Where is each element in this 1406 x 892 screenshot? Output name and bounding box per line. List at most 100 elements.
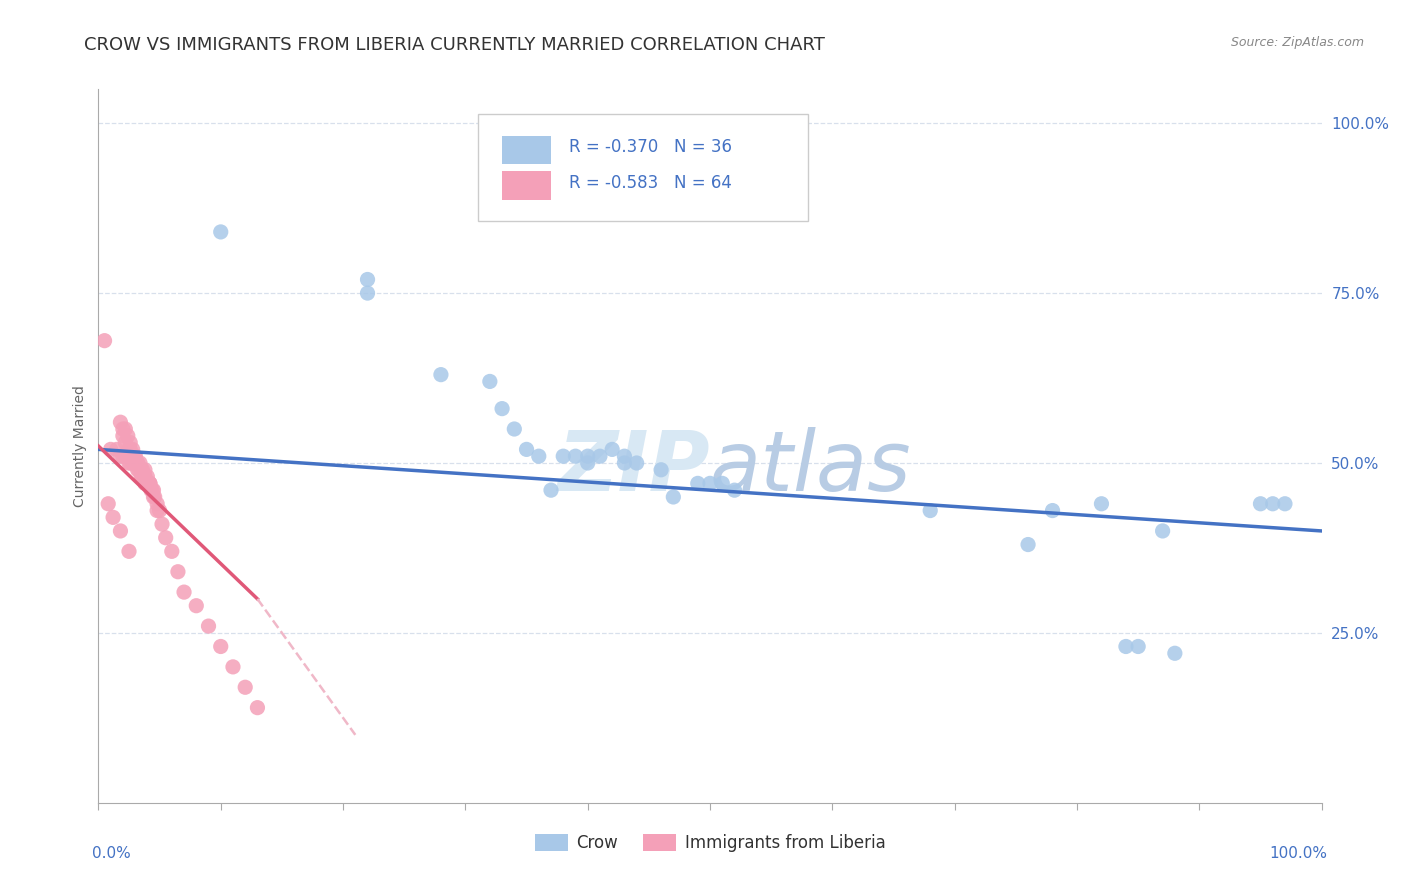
Point [356,272,378,286]
Point [124,449,146,463]
Point [127,463,149,477]
Point [160,544,183,558]
Point [120,442,142,457]
Text: 100.0%: 100.0% [1270,846,1327,861]
Text: atlas: atlas [710,427,911,508]
Point [589,449,612,463]
Text: R = -0.583   N = 64: R = -0.583 N = 64 [569,174,733,192]
Point [650,463,672,477]
Point [491,401,513,416]
Point [209,225,232,239]
Point [114,449,136,463]
Point [155,531,177,545]
Point [1164,646,1187,660]
Point [723,483,745,498]
Point [110,449,132,463]
Point [1274,497,1296,511]
Point [129,456,152,470]
Point [1261,497,1284,511]
Point [527,449,550,463]
Point [118,442,141,457]
Point [146,503,169,517]
Point [120,435,142,450]
Point [146,497,169,511]
Point [121,449,143,463]
Point [131,463,153,477]
Point [100,442,122,457]
Point [101,510,124,524]
Text: Source: ZipAtlas.com: Source: ZipAtlas.com [1230,36,1364,49]
Point [540,483,562,498]
Text: 0.0%: 0.0% [93,846,131,861]
Point [93,334,115,348]
Point [111,422,134,436]
Point [613,449,636,463]
Point [139,476,162,491]
FancyBboxPatch shape [502,171,551,200]
Point [143,490,166,504]
Point [356,286,378,301]
Point [1152,524,1174,538]
Point [711,476,734,491]
Point [124,449,146,463]
Point [134,469,156,483]
Point [626,456,648,470]
Point [150,517,173,532]
Point [142,483,165,498]
Point [136,469,159,483]
Point [114,422,136,436]
Point [121,456,143,470]
Point [118,456,141,470]
Point [209,640,232,654]
Point [127,456,149,470]
Y-axis label: Currently Married: Currently Married [73,385,87,507]
Text: ZIP: ZIP [557,427,710,508]
Point [129,469,152,483]
Point [167,565,190,579]
Point [120,456,142,470]
Point [1249,497,1271,511]
Point [920,503,942,517]
Point [197,619,219,633]
Point [233,680,256,694]
Point [173,585,195,599]
Point [114,435,136,450]
Point [127,456,149,470]
Point [139,476,162,491]
Text: CROW VS IMMIGRANTS FROM LIBERIA CURRENTLY MARRIED CORRELATION CHART: CROW VS IMMIGRANTS FROM LIBERIA CURRENTL… [84,36,825,54]
Point [139,476,162,491]
Point [662,490,685,504]
Point [246,700,269,714]
Point [117,429,139,443]
Point [129,463,152,477]
Point [105,442,128,457]
FancyBboxPatch shape [502,136,551,164]
Point [564,449,586,463]
Point [503,422,526,436]
Point [699,476,721,491]
Point [134,463,156,477]
Point [111,429,134,443]
Point [117,449,139,463]
Point [1042,503,1064,517]
Point [121,442,143,457]
Point [136,476,159,491]
Point [97,497,120,511]
Point [134,476,156,491]
Text: R = -0.370   N = 36: R = -0.370 N = 36 [569,138,733,156]
Point [149,503,172,517]
Point [1017,537,1039,551]
Point [128,463,150,477]
Point [124,456,146,470]
Point [1115,640,1137,654]
Point [576,456,599,470]
Point [478,375,501,389]
Point [686,476,709,491]
Point [139,483,162,498]
Point [1128,640,1150,654]
Point [110,524,132,538]
Point [118,544,141,558]
Point [141,483,163,498]
Point [600,442,623,457]
Legend: Crow, Immigrants from Liberia: Crow, Immigrants from Liberia [527,827,893,859]
